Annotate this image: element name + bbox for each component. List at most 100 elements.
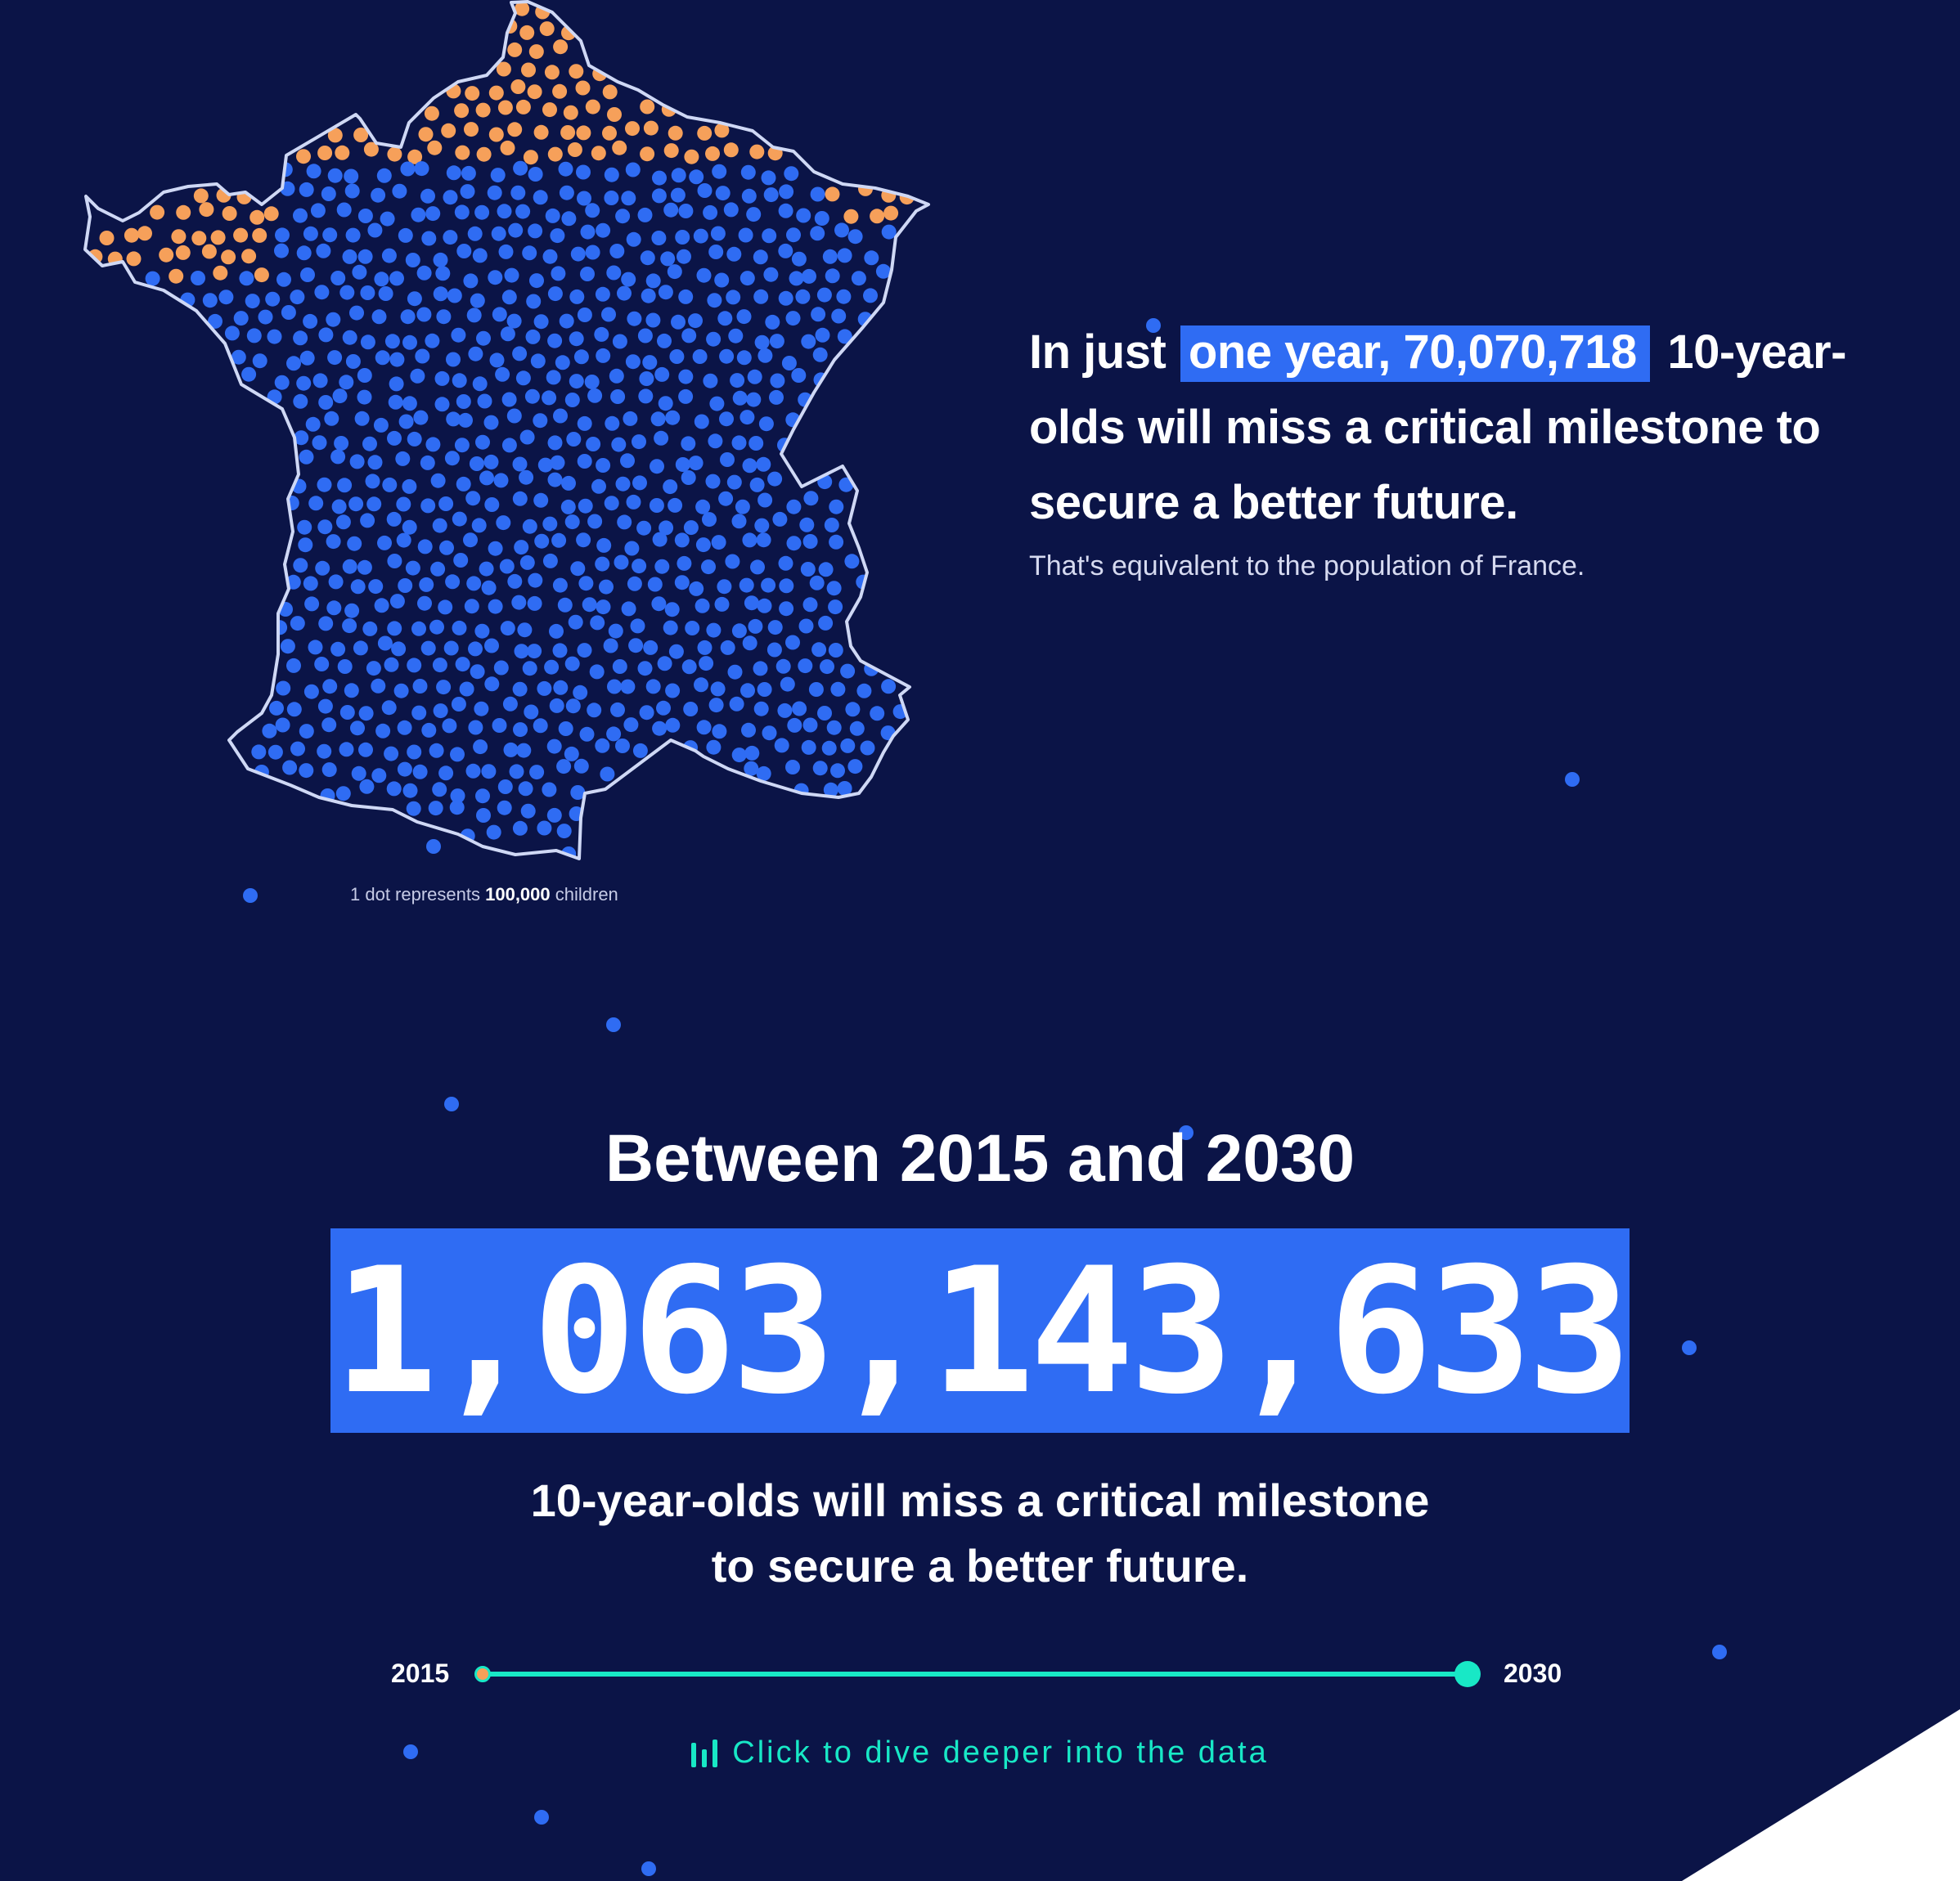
population-dot — [501, 392, 517, 407]
population-dot — [493, 473, 509, 488]
population-dot — [479, 470, 494, 486]
population-dot — [810, 226, 825, 241]
population-dot — [391, 641, 407, 657]
timeline-end-handle[interactable] — [1454, 1661, 1481, 1687]
population-dot — [556, 824, 572, 839]
population-dot — [509, 764, 524, 779]
population-dot — [719, 348, 735, 364]
missed-child-dot — [176, 204, 191, 220]
population-dot — [406, 801, 421, 816]
population-dot — [694, 677, 708, 693]
population-dot — [609, 244, 625, 258]
population-dot — [374, 598, 389, 613]
population-dot — [348, 496, 364, 512]
population-dot — [344, 683, 359, 698]
population-dot — [529, 273, 544, 289]
population-dot — [695, 499, 711, 514]
population-dot — [803, 491, 819, 506]
population-dot — [559, 185, 574, 200]
population-dot — [754, 334, 770, 350]
population-dot — [308, 640, 323, 655]
population-dot — [576, 164, 591, 180]
missed-child-dot — [335, 145, 350, 160]
population-dot — [711, 535, 726, 550]
population-dot — [595, 286, 610, 302]
population-dot — [664, 602, 680, 617]
population-dot — [357, 209, 373, 223]
population-dot — [610, 702, 625, 717]
population-dot — [245, 294, 260, 309]
population-dot — [374, 272, 389, 287]
population-dot — [290, 616, 305, 631]
population-dot — [350, 721, 365, 736]
population-dot — [354, 411, 370, 426]
population-dot — [459, 681, 474, 697]
population-dot — [632, 475, 647, 491]
population-dot — [828, 599, 843, 615]
population-dot — [350, 579, 366, 595]
population-dot — [659, 520, 674, 536]
population-dot — [519, 469, 534, 485]
population-dot — [469, 456, 484, 471]
population-dot — [561, 475, 576, 491]
population-dot — [739, 410, 755, 425]
population-dot — [742, 635, 757, 651]
population-dot — [293, 208, 308, 223]
population-dot — [606, 265, 622, 281]
population-dot — [630, 618, 645, 634]
population-dot — [300, 267, 315, 282]
timeline-slider[interactable] — [474, 1657, 1481, 1690]
population-dot — [389, 594, 405, 609]
timeline-start-handle[interactable] — [474, 1666, 491, 1682]
population-dot — [519, 429, 535, 445]
population-dot — [265, 291, 281, 307]
missed-child-dot — [663, 143, 679, 159]
missed-child-dot — [547, 146, 563, 162]
population-dot — [639, 705, 654, 721]
population-dot — [726, 290, 741, 305]
population-dot — [670, 187, 686, 203]
population-dot — [267, 744, 283, 760]
population-dot — [685, 621, 700, 635]
missed-child-dot — [507, 42, 523, 57]
population-dot — [367, 455, 383, 470]
population-dot — [453, 553, 469, 568]
description-line-1: 10-year-olds will miss a critical milest… — [530, 1475, 1430, 1526]
missed-child-dot — [418, 127, 434, 142]
timeline-track[interactable] — [483, 1672, 1466, 1677]
population-dot — [349, 454, 365, 469]
population-dot — [339, 375, 354, 390]
population-dot — [761, 170, 776, 186]
population-dot — [275, 717, 290, 733]
dive-deeper-link[interactable]: Click to dive deeper into the data — [0, 1735, 1960, 1771]
population-dot — [397, 720, 412, 735]
population-dot — [542, 390, 557, 406]
missed-child-dot — [233, 227, 249, 243]
population-dot — [595, 738, 610, 753]
population-dot — [781, 356, 797, 370]
population-dot — [330, 271, 346, 285]
population-dot — [708, 698, 724, 713]
population-dot — [512, 820, 528, 836]
population-dot — [757, 348, 773, 363]
population-dot — [479, 561, 494, 577]
population-dot — [786, 227, 801, 243]
population-dot — [753, 249, 768, 265]
population-dot — [299, 350, 315, 366]
population-dot — [393, 683, 409, 698]
population-dot — [719, 411, 734, 427]
missed-child-dot — [640, 146, 655, 162]
population-dot — [305, 416, 321, 432]
missed-child-dot — [159, 247, 174, 263]
population-dot — [573, 349, 589, 365]
population-dot — [881, 679, 897, 694]
population-dot — [389, 352, 405, 367]
population-dot — [466, 576, 482, 591]
population-dot — [708, 245, 724, 259]
population-dot — [481, 764, 497, 779]
missed-child-dot — [496, 61, 511, 77]
missed-child-dot — [585, 99, 600, 114]
missed-child-dot — [640, 99, 655, 114]
population-dot — [645, 312, 661, 328]
